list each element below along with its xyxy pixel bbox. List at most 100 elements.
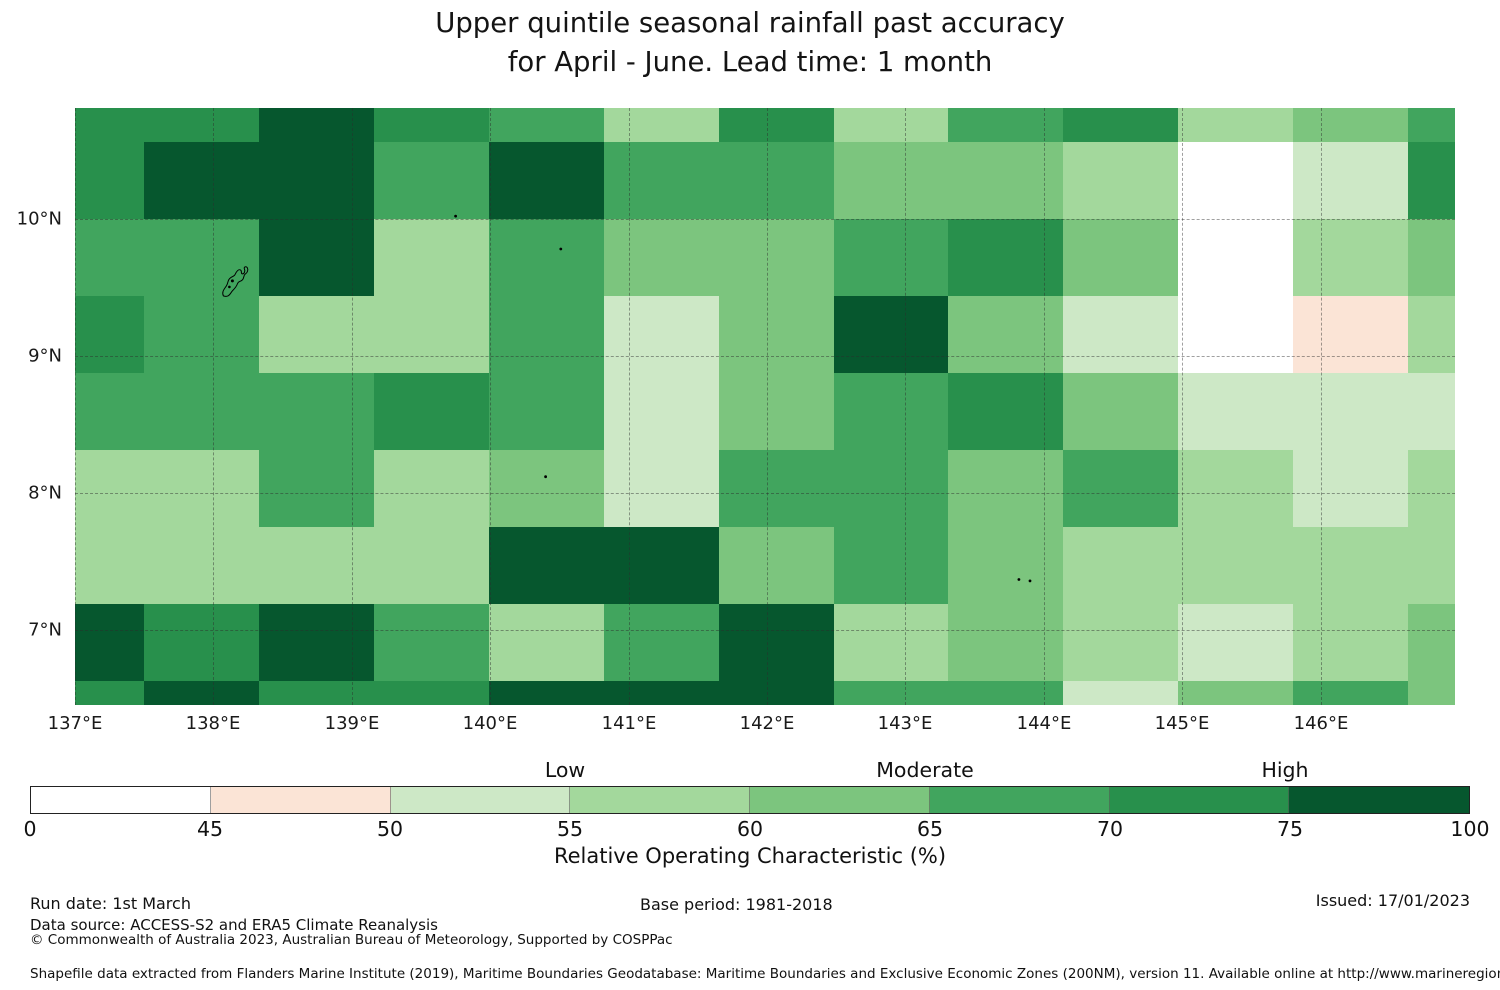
map-cell (1178, 108, 1293, 142)
map-cell (374, 373, 489, 450)
x-tick-label: 144°E (1016, 713, 1072, 734)
map-cell (834, 450, 948, 527)
map-cell (144, 373, 259, 450)
map-cell (144, 142, 259, 219)
grid-line-vertical (767, 108, 768, 705)
map-cell (75, 527, 144, 604)
colorbar-tick-label: 100 (1450, 817, 1490, 841)
map-cell (374, 450, 489, 527)
x-tick-label: 143°E (877, 713, 933, 734)
map-cell (1408, 681, 1455, 705)
colorbar-tick-label: 0 (23, 817, 37, 841)
colorbar-axis-label: Relative Operating Characteristic (%) (553, 844, 947, 868)
map-cell (604, 142, 719, 219)
colorbar-segment (31, 787, 211, 813)
map-cell (1408, 604, 1455, 681)
colorbar-segment (390, 787, 571, 813)
map-cell (604, 527, 719, 604)
map-cell (374, 681, 489, 705)
map-cell (719, 373, 834, 450)
map-cell (1293, 219, 1408, 296)
map-cell (1063, 142, 1178, 219)
chart-title-line2: for April - June. Lead time: 1 month (507, 46, 993, 78)
grid-line-vertical (628, 108, 630, 705)
map-cell (1063, 604, 1178, 681)
map-cell (144, 219, 259, 296)
map-cell (144, 527, 259, 604)
map-cell (719, 219, 834, 296)
map-cell (1063, 527, 1178, 604)
map-cell (1293, 373, 1408, 450)
copyright-text: © Commonwealth of Australia 2023, Austra… (30, 932, 673, 948)
map-cell (1408, 527, 1455, 604)
map-cell (1178, 450, 1293, 527)
map-cell (144, 296, 259, 373)
map-cell (489, 450, 604, 527)
grid-line-vertical (1320, 108, 1322, 705)
map-cell (489, 373, 604, 450)
map-cell (489, 681, 604, 705)
map-cell (489, 219, 604, 296)
map-cell (719, 450, 834, 527)
map-cell (1293, 450, 1408, 527)
map-cell (1293, 527, 1408, 604)
map-cell (75, 142, 144, 219)
map-cell (604, 219, 719, 296)
map-cell (948, 296, 1063, 373)
map-cell (1178, 681, 1293, 705)
map-cell (719, 108, 834, 142)
map-cell (604, 373, 719, 450)
colorbar-tick-label: 55 (556, 817, 584, 841)
map-cell (374, 108, 489, 142)
map-cell (374, 604, 489, 681)
grid-line-vertical (213, 108, 215, 705)
x-tick-label: 139°E (324, 713, 380, 734)
map-cell (1178, 142, 1293, 219)
colorbar-tick-label: 70 (1096, 817, 1124, 841)
map-cell (75, 219, 144, 296)
map-cell (1178, 527, 1293, 604)
map-cell (1063, 681, 1178, 705)
map-cell (259, 681, 374, 705)
map-cell (489, 108, 604, 142)
run-date-text: Run date: 1st March (30, 894, 191, 913)
y-tick-label: 9°N (28, 345, 62, 367)
x-tick-label: 146°E (1293, 713, 1349, 734)
chart-title: Upper quintile seasonal rainfall past ac… (0, 4, 1500, 82)
map-cell (834, 108, 948, 142)
chart-title-line1: Upper quintile seasonal rainfall past ac… (435, 7, 1065, 39)
colorbar-segment (929, 787, 1110, 813)
map-cell (374, 527, 489, 604)
y-tick-label: 7°N (28, 619, 62, 641)
map-cell (259, 219, 374, 296)
map-cell (604, 681, 719, 705)
grid-line-horizontal (75, 493, 1455, 495)
map-cell (1063, 450, 1178, 527)
colorbar (30, 786, 1470, 814)
map-cell (259, 108, 374, 142)
grid-line-horizontal (75, 356, 1455, 357)
map-cell (719, 142, 834, 219)
data-source-text: Data source: ACCESS-S2 and ERA5 Climate … (30, 916, 438, 934)
map-cell (1178, 219, 1293, 296)
map-cell (1408, 108, 1455, 142)
colorbar-segment (1289, 787, 1469, 813)
grid-line-vertical (1043, 108, 1045, 705)
grid-line-vertical (75, 108, 76, 705)
map-cell (834, 373, 948, 450)
colorbar-segment (570, 787, 750, 813)
map-cell (948, 142, 1063, 219)
colorbar-tick-label: 65 (916, 817, 944, 841)
map-cell (1293, 604, 1408, 681)
map-cell (1408, 373, 1455, 450)
map-cell (75, 604, 144, 681)
map-cell (144, 108, 259, 142)
map-cell (1408, 219, 1455, 296)
map-cell (948, 373, 1063, 450)
grid-line-vertical (1182, 108, 1184, 705)
x-tick-label: 138°E (185, 713, 241, 734)
map-cell (144, 604, 259, 681)
map-cell (374, 296, 489, 373)
map-cell (1063, 373, 1178, 450)
